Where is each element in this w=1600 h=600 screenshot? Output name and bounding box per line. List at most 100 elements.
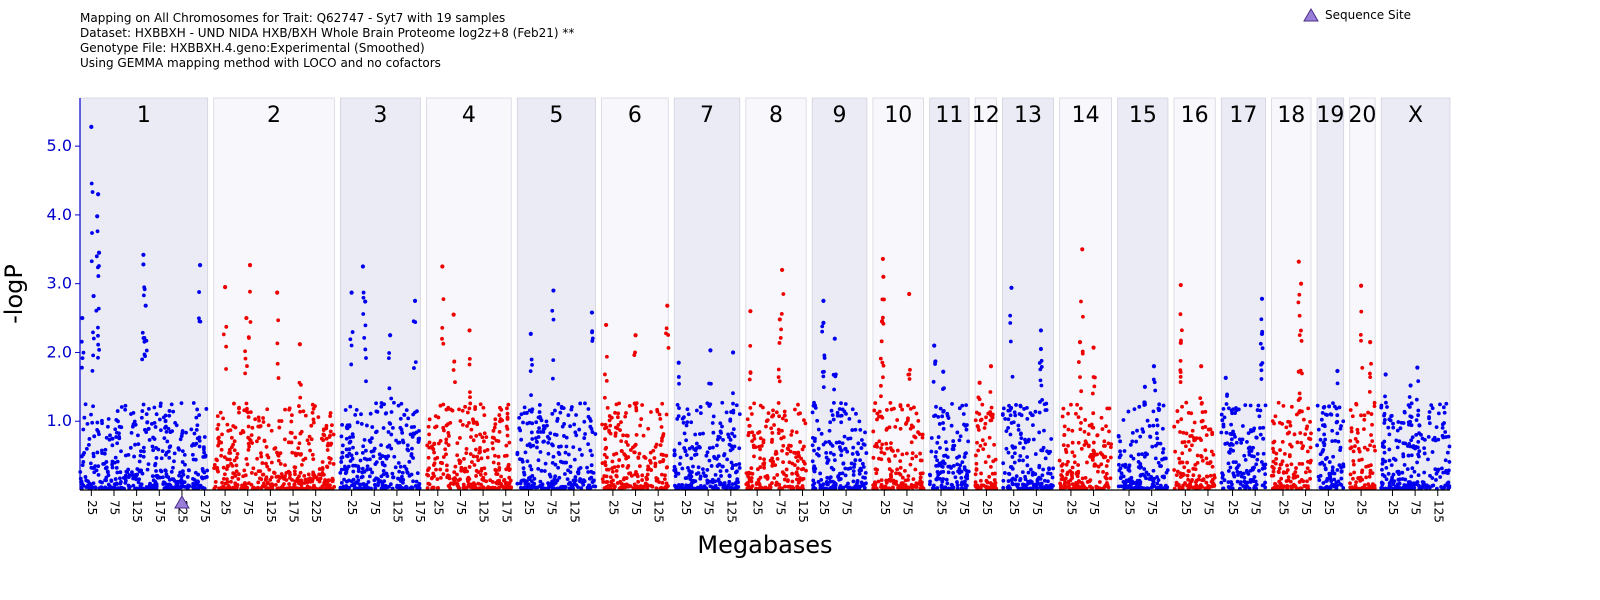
marker-point bbox=[294, 453, 298, 458]
marker-point bbox=[1240, 472, 1245, 476]
marker-point bbox=[1196, 477, 1201, 482]
marker-point bbox=[1415, 460, 1419, 465]
chromosome-label-19: 19 bbox=[1316, 103, 1344, 128]
marker-point bbox=[1259, 460, 1264, 464]
marker-point bbox=[1385, 405, 1389, 409]
marker-point bbox=[1220, 418, 1225, 423]
marker-point bbox=[310, 452, 315, 457]
marker-point bbox=[608, 475, 613, 480]
marker-point bbox=[550, 486, 555, 490]
marker-point bbox=[441, 341, 446, 346]
marker-point bbox=[905, 418, 910, 423]
marker-point bbox=[1372, 444, 1377, 449]
marker-point bbox=[910, 451, 915, 456]
marker-point bbox=[1351, 476, 1355, 481]
x-tick-label: 25 bbox=[1226, 500, 1240, 515]
marker-point bbox=[1273, 481, 1277, 486]
marker-point bbox=[1023, 477, 1028, 482]
marker-point bbox=[975, 483, 980, 488]
marker-point bbox=[1407, 395, 1412, 399]
marker-point bbox=[517, 415, 522, 420]
marker-point bbox=[1335, 381, 1340, 386]
marker-point bbox=[546, 440, 551, 445]
marker-point bbox=[505, 406, 509, 411]
marker-point bbox=[1150, 444, 1155, 449]
marker-point bbox=[409, 452, 414, 456]
marker-point bbox=[802, 461, 807, 466]
marker-point bbox=[951, 463, 956, 468]
marker-point bbox=[141, 445, 146, 450]
marker-point bbox=[637, 464, 642, 469]
marker-point bbox=[283, 474, 287, 479]
marker-point bbox=[219, 440, 224, 445]
marker-point bbox=[465, 410, 470, 415]
marker-point bbox=[1380, 486, 1385, 491]
marker-point bbox=[839, 453, 844, 458]
marker-point bbox=[900, 475, 905, 480]
marker-point bbox=[427, 417, 432, 422]
marker-point bbox=[1370, 439, 1375, 444]
marker-point bbox=[1391, 482, 1396, 486]
marker-point bbox=[499, 407, 504, 412]
marker-point bbox=[535, 485, 540, 490]
marker-point bbox=[411, 456, 416, 460]
marker-point bbox=[1151, 468, 1156, 473]
marker-point bbox=[660, 480, 665, 485]
marker-point bbox=[633, 350, 637, 355]
marker-point bbox=[417, 486, 422, 490]
marker-point bbox=[784, 467, 789, 472]
marker-point bbox=[822, 356, 827, 360]
marker-point bbox=[648, 460, 653, 465]
marker-point bbox=[376, 483, 380, 488]
marker-point bbox=[327, 460, 332, 465]
marker-point bbox=[1118, 466, 1123, 471]
marker-point bbox=[555, 419, 560, 423]
marker-point bbox=[302, 481, 307, 485]
marker-point bbox=[467, 421, 471, 425]
marker-point bbox=[577, 447, 582, 452]
marker-point bbox=[1414, 418, 1419, 423]
marker-point bbox=[665, 484, 670, 489]
marker-point bbox=[340, 450, 345, 455]
marker-point bbox=[484, 435, 489, 440]
marker-point bbox=[1315, 443, 1319, 448]
marker-point bbox=[365, 467, 369, 472]
marker-point bbox=[684, 438, 689, 443]
marker-point bbox=[770, 463, 775, 468]
marker-point bbox=[99, 448, 104, 453]
marker-point bbox=[666, 333, 671, 337]
marker-point bbox=[644, 475, 649, 480]
marker-point bbox=[672, 468, 677, 473]
marker-point bbox=[551, 317, 556, 322]
marker-point bbox=[140, 471, 145, 476]
marker-point bbox=[1108, 455, 1113, 460]
x-tick-label: 25 bbox=[1123, 500, 1137, 515]
marker-point bbox=[344, 479, 349, 484]
marker-point bbox=[529, 467, 534, 472]
marker-point bbox=[918, 475, 923, 480]
marker-point bbox=[1260, 361, 1265, 365]
marker-point bbox=[1193, 467, 1198, 472]
marker-point bbox=[330, 479, 335, 484]
marker-point bbox=[785, 446, 790, 451]
marker-point bbox=[219, 453, 224, 458]
marker-point bbox=[580, 453, 584, 457]
marker-point bbox=[664, 326, 669, 331]
marker-point bbox=[1413, 446, 1418, 451]
marker-point bbox=[351, 463, 355, 468]
marker-point bbox=[1332, 404, 1337, 409]
marker-point bbox=[1444, 401, 1449, 406]
marker-point bbox=[887, 425, 892, 430]
peak-point bbox=[777, 317, 782, 322]
marker-point bbox=[608, 431, 613, 436]
marker-point bbox=[747, 423, 752, 428]
marker-point bbox=[473, 405, 478, 409]
marker-point bbox=[138, 453, 143, 458]
marker-point bbox=[647, 466, 651, 471]
marker-point bbox=[590, 339, 595, 343]
marker-point bbox=[1278, 448, 1282, 452]
marker-point bbox=[604, 445, 609, 450]
marker-point bbox=[531, 443, 536, 448]
marker-point bbox=[327, 486, 332, 490]
marker-point bbox=[1297, 333, 1302, 337]
